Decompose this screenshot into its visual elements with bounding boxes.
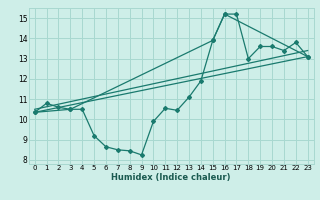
X-axis label: Humidex (Indice chaleur): Humidex (Indice chaleur): [111, 173, 231, 182]
